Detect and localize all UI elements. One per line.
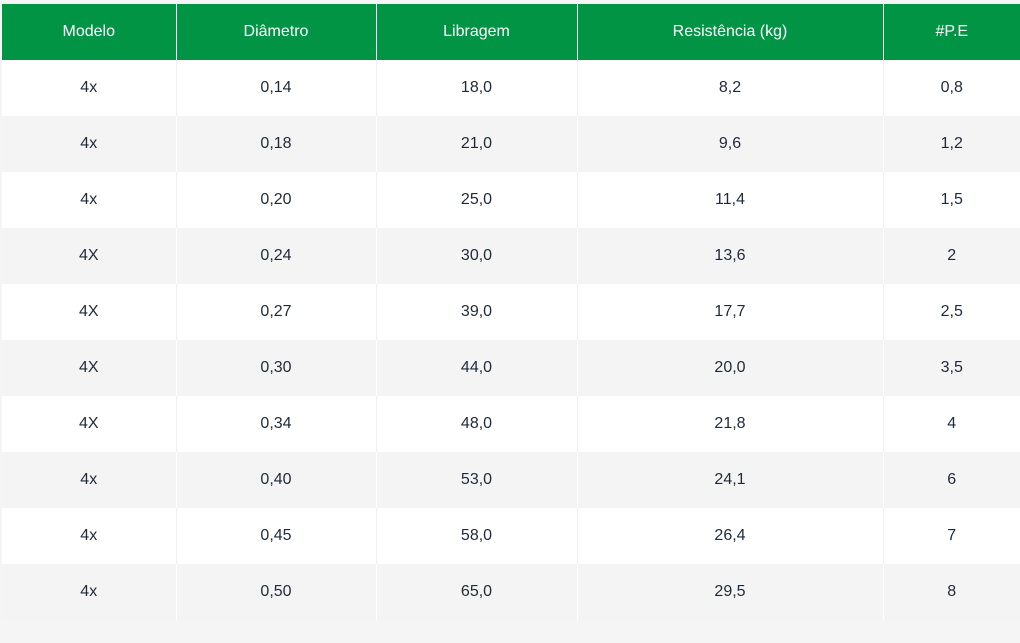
cell-pe: 2,5	[883, 284, 1020, 340]
cell-modelo: 4x	[2, 172, 177, 228]
cell-pe: 6	[883, 452, 1020, 508]
spec-table-container: Modelo Diâmetro Libragem Resistência (kg…	[2, 4, 1020, 620]
cell-libragem: 21,0	[376, 116, 578, 172]
cell-diametro: 0,20	[176, 172, 377, 228]
cell-diametro: 0,27	[176, 284, 377, 340]
cell-resistencia: 13,6	[577, 228, 884, 284]
table-row: 4X 0,27 39,0 17,7 2,5	[2, 284, 1020, 340]
table-row: 4x 0,45 58,0 26,4 7	[2, 508, 1020, 564]
cell-modelo: 4x	[2, 116, 177, 172]
cell-diametro: 0,50	[176, 564, 377, 620]
cell-resistencia: 26,4	[577, 508, 884, 564]
cell-libragem: 65,0	[376, 564, 578, 620]
cell-diametro: 0,34	[176, 396, 377, 452]
table-body: 4x 0,14 18,0 8,2 0,8 4x 0,18 21,0 9,6 1,…	[2, 60, 1020, 620]
cell-libragem: 44,0	[376, 340, 578, 396]
cell-modelo: 4X	[2, 396, 177, 452]
table-row: 4x 0,20 25,0 11,4 1,5	[2, 172, 1020, 228]
cell-resistencia: 11,4	[577, 172, 884, 228]
header-libragem: Libragem	[376, 4, 578, 60]
header-resistencia: Resistência (kg)	[577, 4, 884, 60]
cell-modelo: 4X	[2, 340, 177, 396]
table-row: 4X 0,24 30,0 13,6 2	[2, 228, 1020, 284]
cell-pe: 8	[883, 564, 1020, 620]
cell-modelo: 4X	[2, 228, 177, 284]
header-modelo: Modelo	[2, 4, 177, 60]
cell-modelo: 4x	[2, 452, 177, 508]
cell-pe: 1,5	[883, 172, 1020, 228]
cell-libragem: 18,0	[376, 60, 578, 116]
cell-diametro: 0,24	[176, 228, 377, 284]
cell-libragem: 30,0	[376, 228, 578, 284]
cell-libragem: 48,0	[376, 396, 578, 452]
cell-diametro: 0,45	[176, 508, 377, 564]
cell-pe: 0,8	[883, 60, 1020, 116]
cell-libragem: 53,0	[376, 452, 578, 508]
table-row: 4x 0,40 53,0 24,1 6	[2, 452, 1020, 508]
cell-pe: 3,5	[883, 340, 1020, 396]
header-pe: #P.E	[883, 4, 1020, 60]
cell-resistencia: 24,1	[577, 452, 884, 508]
spec-table: Modelo Diâmetro Libragem Resistência (kg…	[2, 4, 1020, 620]
cell-pe: 1,2	[883, 116, 1020, 172]
cell-libragem: 25,0	[376, 172, 578, 228]
header-diametro: Diâmetro	[176, 4, 377, 60]
table-header: Modelo Diâmetro Libragem Resistência (kg…	[2, 4, 1020, 60]
table-row: 4x 0,14 18,0 8,2 0,8	[2, 60, 1020, 116]
cell-pe: 7	[883, 508, 1020, 564]
cell-resistencia: 21,8	[577, 396, 884, 452]
header-row: Modelo Diâmetro Libragem Resistência (kg…	[2, 4, 1020, 60]
cell-resistencia: 17,7	[577, 284, 884, 340]
cell-diametro: 0,14	[176, 60, 377, 116]
cell-modelo: 4x	[2, 564, 177, 620]
cell-libragem: 58,0	[376, 508, 578, 564]
cell-modelo: 4X	[2, 284, 177, 340]
cell-diametro: 0,30	[176, 340, 377, 396]
table-row: 4x 0,18 21,0 9,6 1,2	[2, 116, 1020, 172]
cell-libragem: 39,0	[376, 284, 578, 340]
cell-pe: 4	[883, 396, 1020, 452]
cell-pe: 2	[883, 228, 1020, 284]
table-row: 4x 0,50 65,0 29,5 8	[2, 564, 1020, 620]
cell-resistencia: 20,0	[577, 340, 884, 396]
cell-diametro: 0,18	[176, 116, 377, 172]
cell-resistencia: 29,5	[577, 564, 884, 620]
cell-resistencia: 9,6	[577, 116, 884, 172]
cell-resistencia: 8,2	[577, 60, 884, 116]
cell-modelo: 4x	[2, 60, 177, 116]
cell-diametro: 0,40	[176, 452, 377, 508]
table-row: 4X 0,30 44,0 20,0 3,5	[2, 340, 1020, 396]
table-row: 4X 0,34 48,0 21,8 4	[2, 396, 1020, 452]
cell-modelo: 4x	[2, 508, 177, 564]
